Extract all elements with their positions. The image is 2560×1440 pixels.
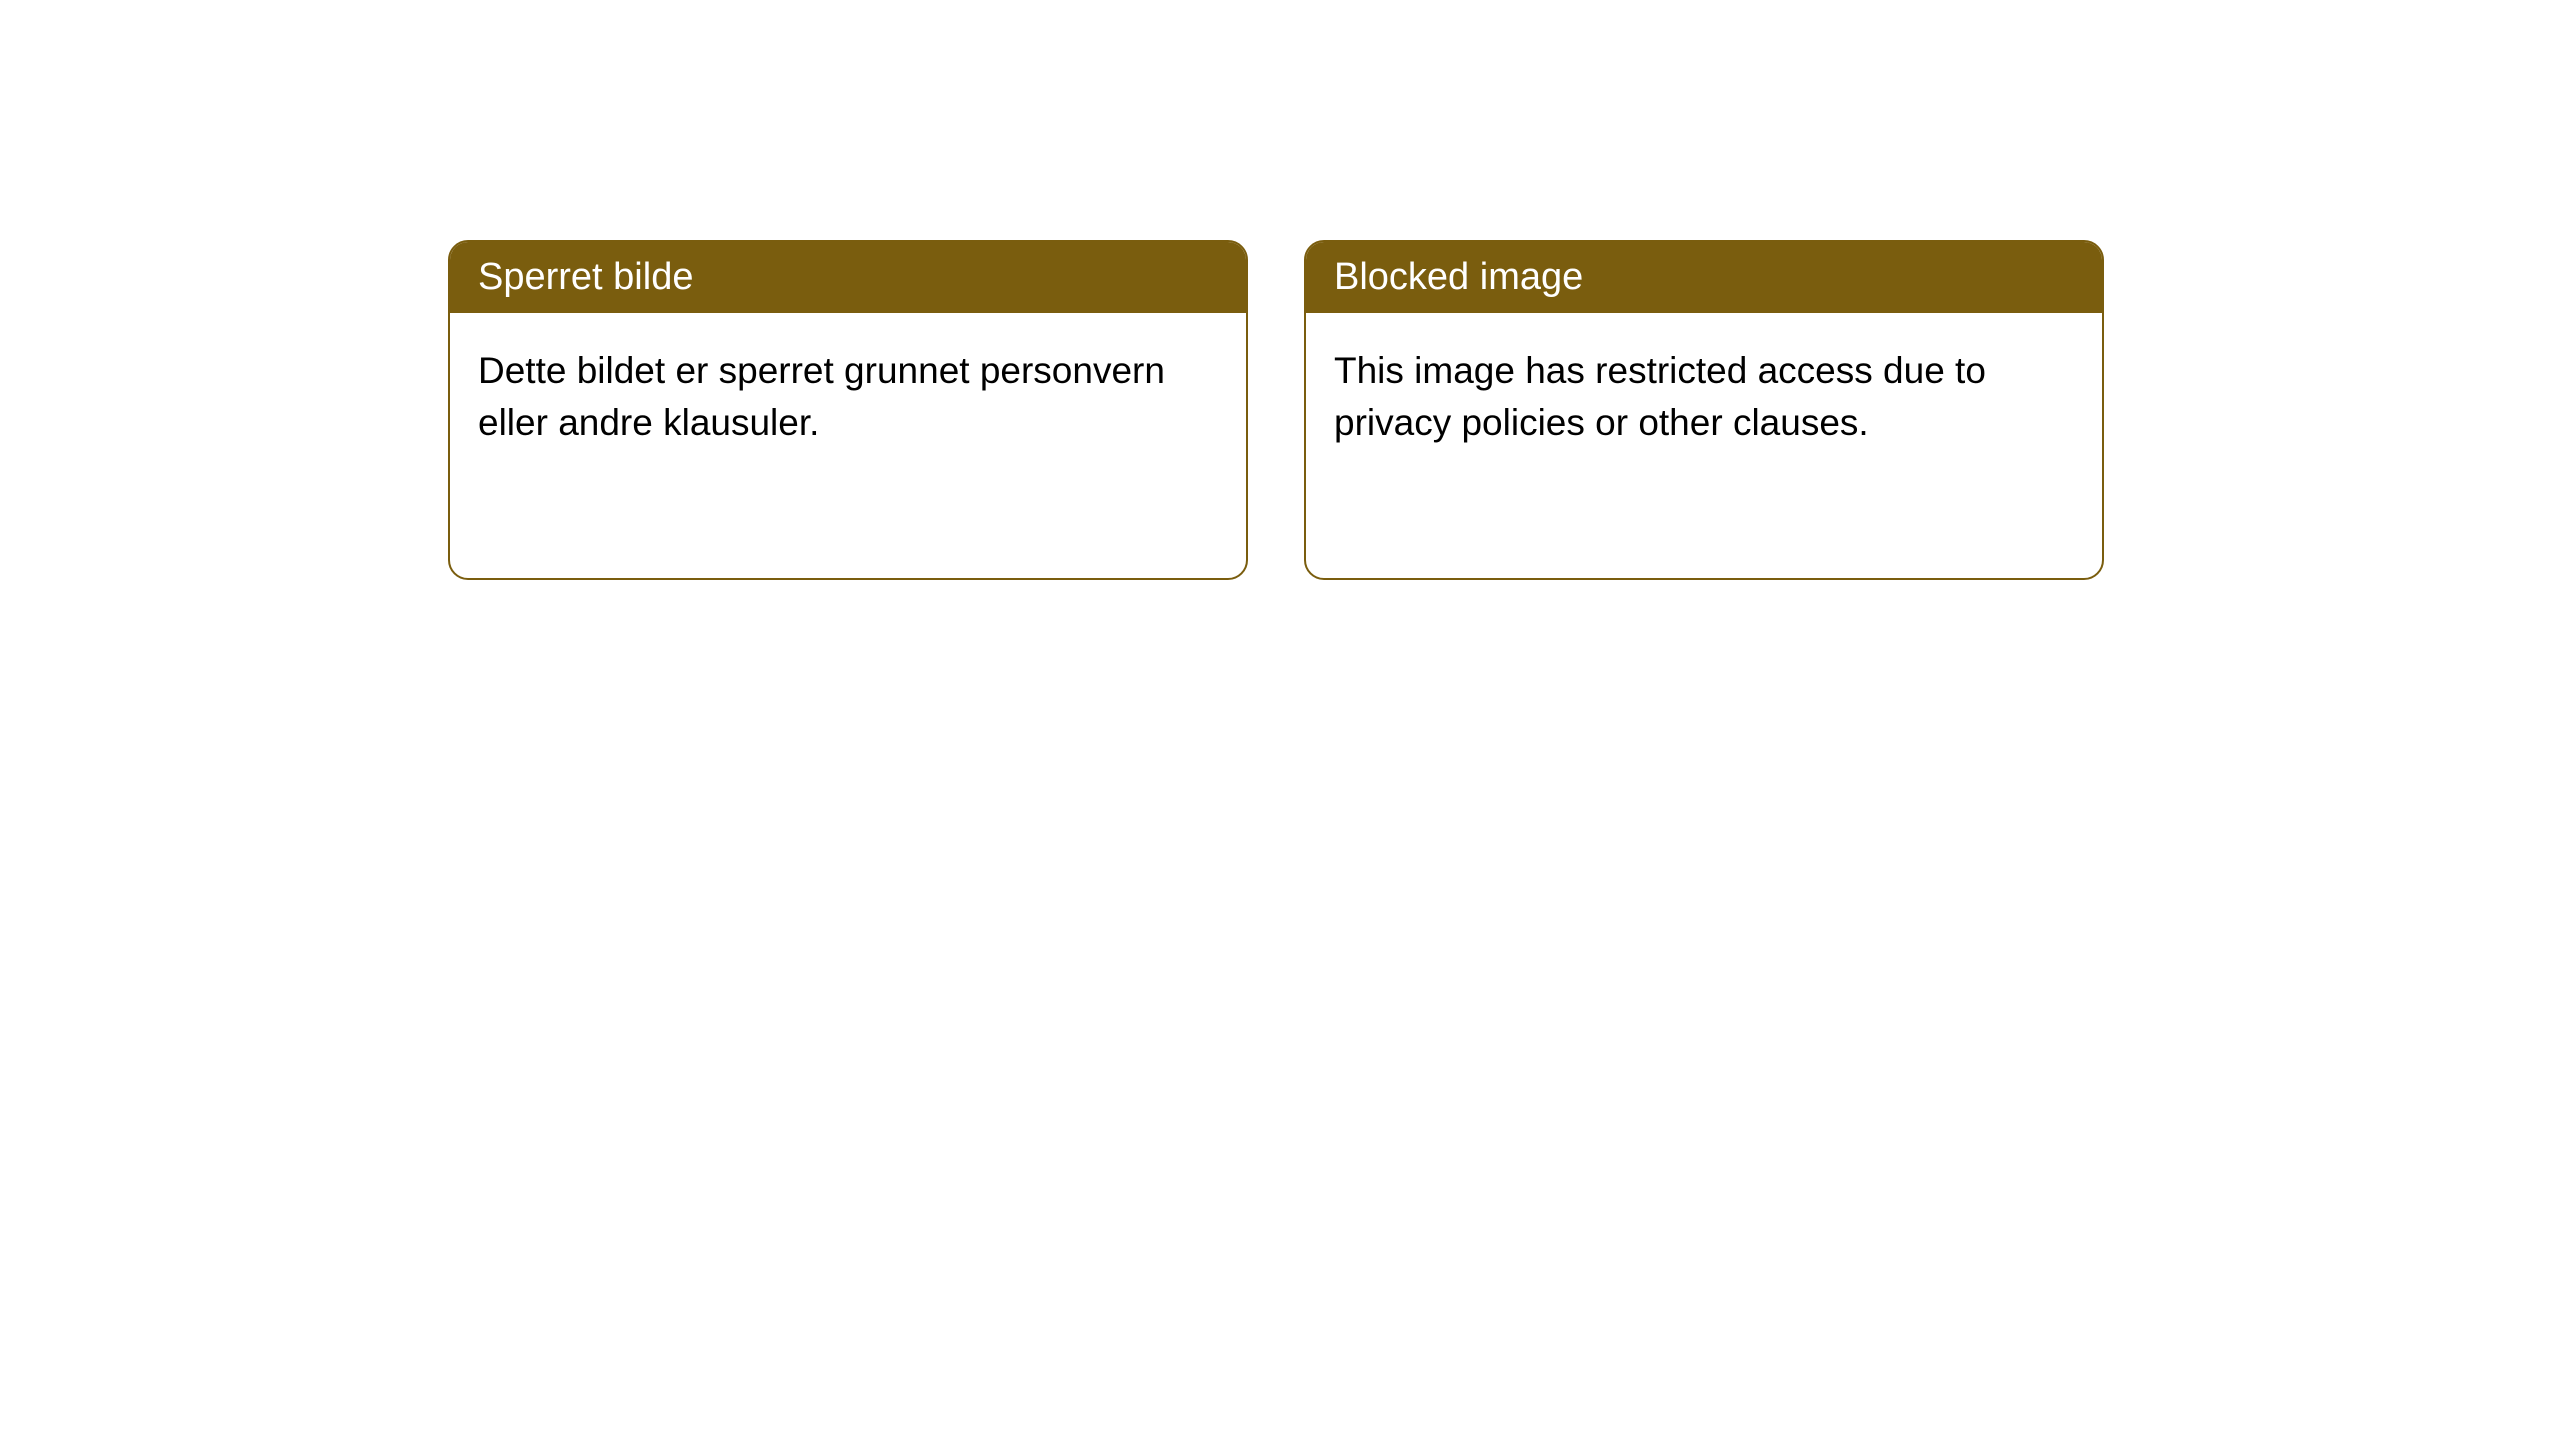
card-body: This image has restricted access due to … — [1306, 313, 2102, 481]
card-header: Blocked image — [1306, 242, 2102, 313]
notice-card-english: Blocked image This image has restricted … — [1304, 240, 2104, 580]
card-body-text: This image has restricted access due to … — [1334, 350, 1986, 443]
notice-container: Sperret bilde Dette bildet er sperret gr… — [0, 0, 2560, 580]
card-title: Sperret bilde — [478, 256, 693, 298]
card-body-text: Dette bildet er sperret grunnet personve… — [478, 350, 1165, 443]
card-header: Sperret bilde — [450, 242, 1246, 313]
notice-card-norwegian: Sperret bilde Dette bildet er sperret gr… — [448, 240, 1248, 580]
card-title: Blocked image — [1334, 256, 1583, 298]
card-body: Dette bildet er sperret grunnet personve… — [450, 313, 1246, 481]
